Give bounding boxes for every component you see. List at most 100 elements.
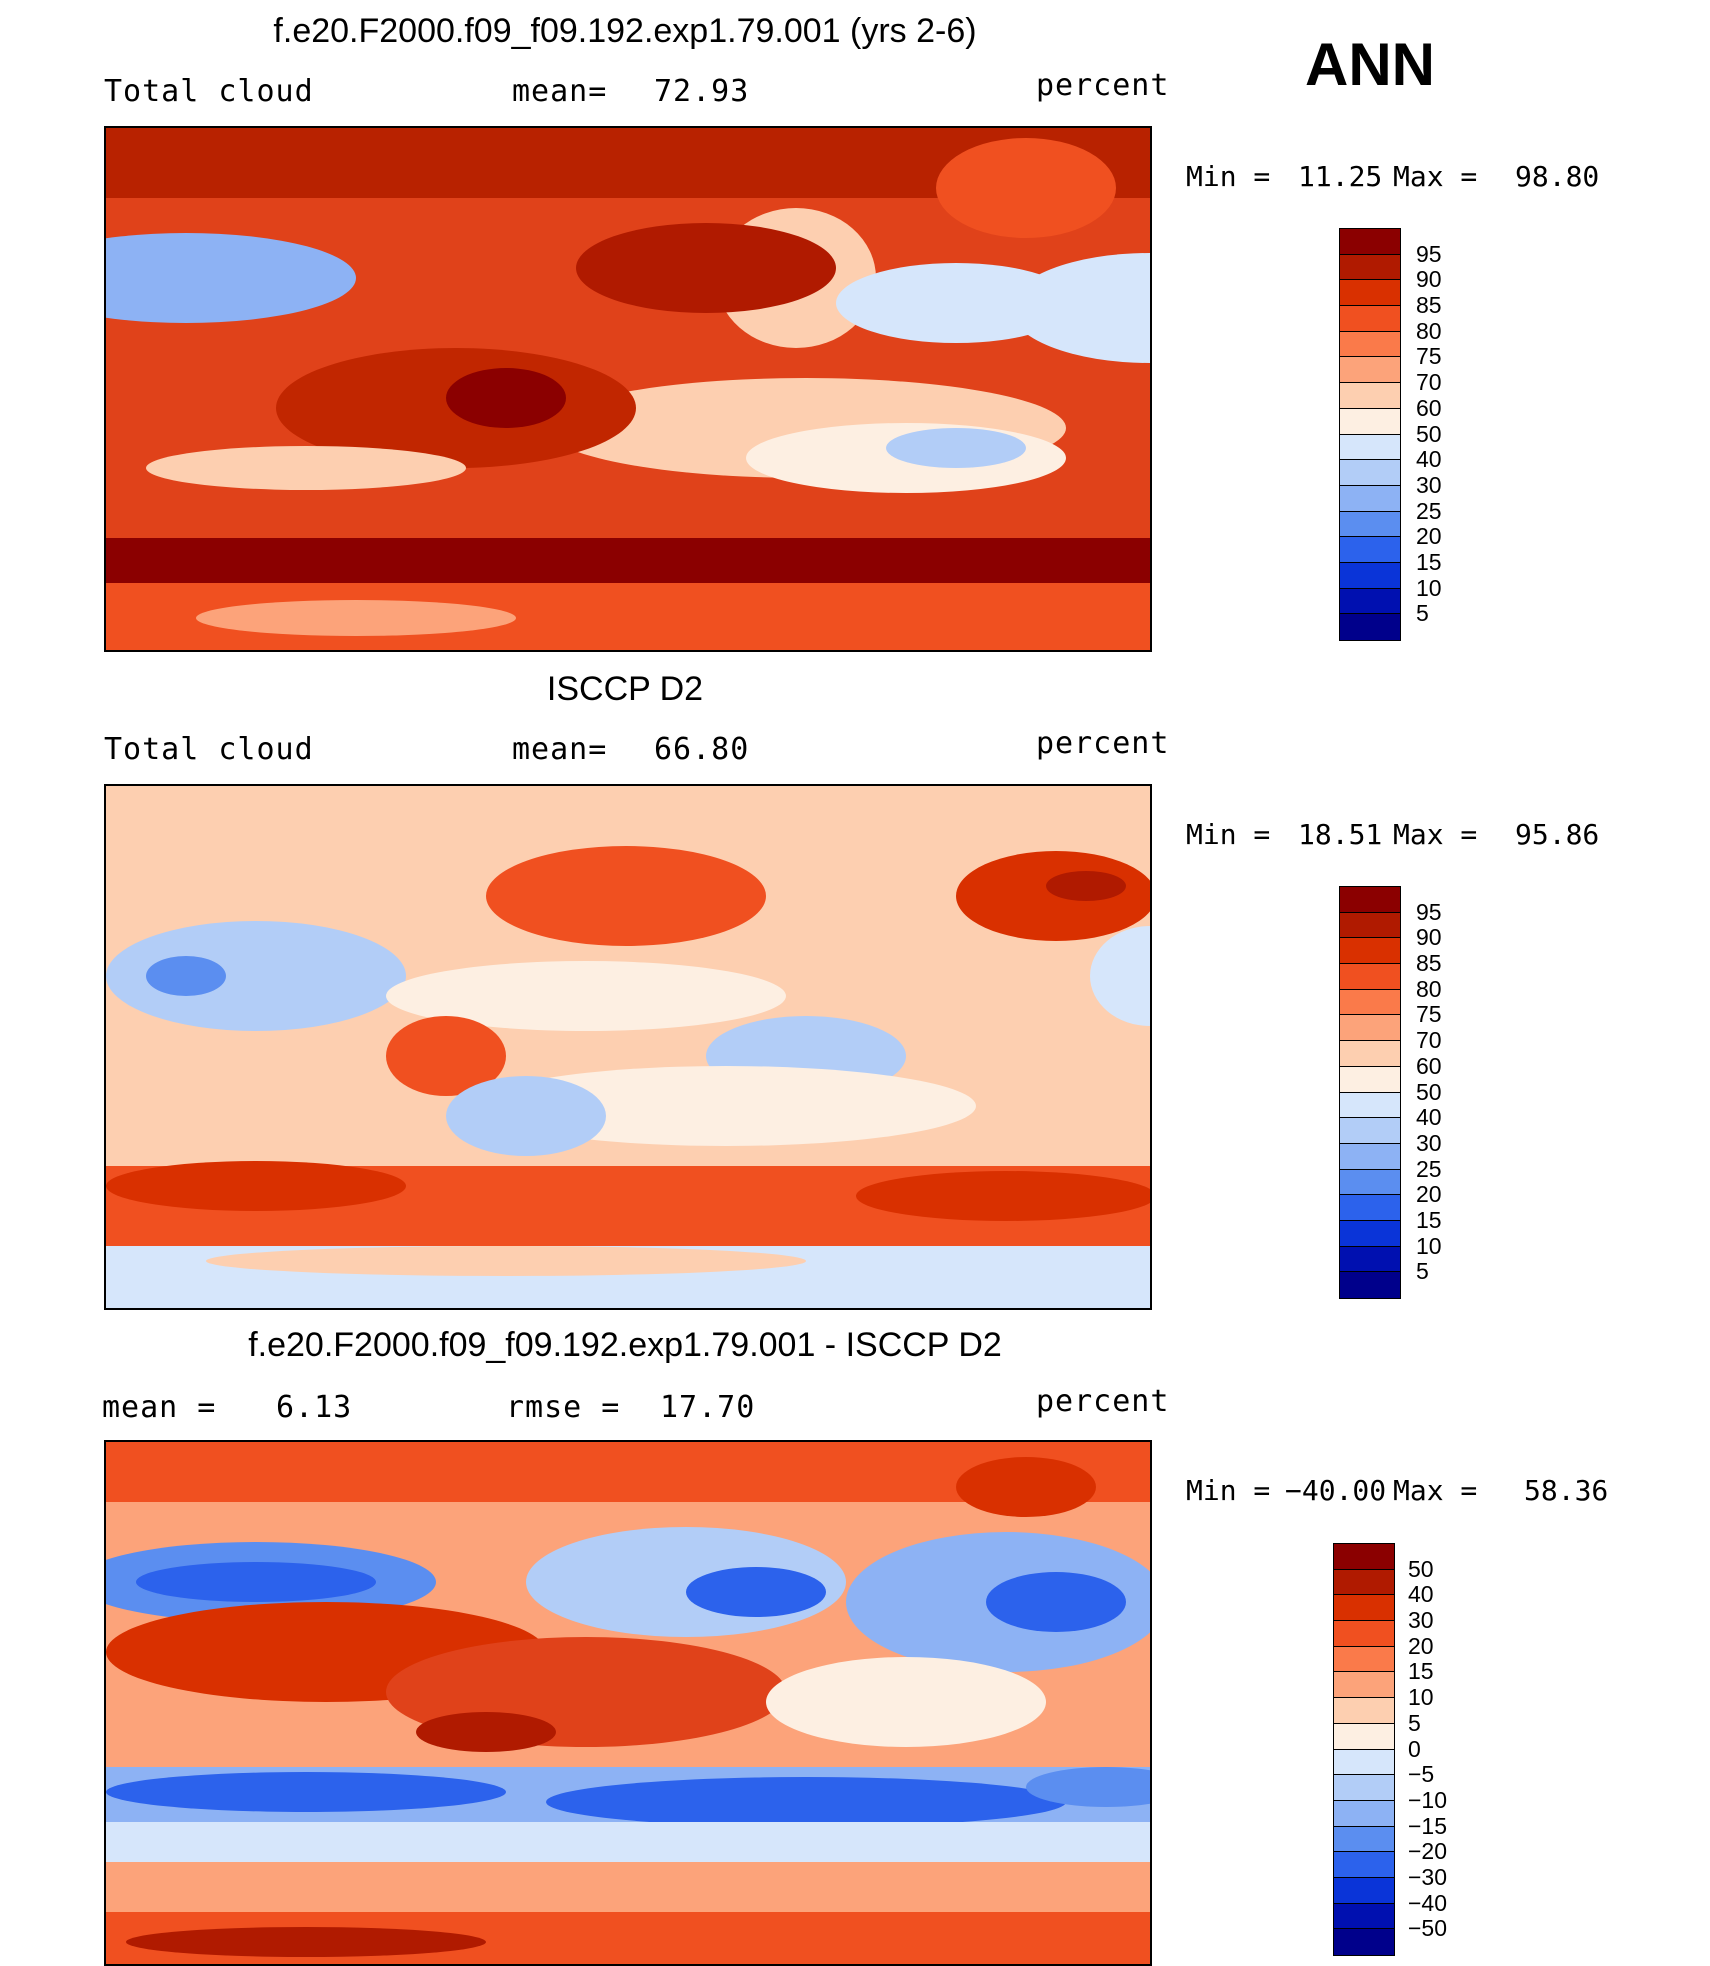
colorbar-segment <box>1340 614 1400 640</box>
colorbar-segment <box>1334 1646 1394 1673</box>
panel-1-max-value: 98.80 <box>1515 160 1600 193</box>
colorbar-tick-label: 20 <box>1408 1632 1434 1659</box>
season-label: ANN <box>1305 31 1435 98</box>
colorbar-segment <box>1340 229 1400 255</box>
colorbar-tick-label: 80 <box>1416 317 1442 344</box>
panel-2-colorbar <box>1339 886 1401 1299</box>
panel-2-title: ISCCP D2 <box>546 670 704 708</box>
colorbar-segment <box>1334 1749 1394 1776</box>
colorbar-tick-label: 10 <box>1416 1232 1442 1259</box>
panel-1-mean-label: mean= <box>512 74 608 109</box>
colorbar-tick-label: 80 <box>1416 975 1442 1002</box>
panel-3-map-field <box>106 1442 1150 1964</box>
panel-2-max-value: 95.86 <box>1515 818 1600 851</box>
colorbar-segment <box>1334 1852 1394 1878</box>
colorbar-segment <box>1334 1621 1394 1647</box>
panel-1-map-field <box>106 128 1150 650</box>
colorbar-tick-label: 40 <box>1408 1581 1434 1608</box>
panel-2-map-field <box>106 786 1150 1308</box>
colorbar-segment <box>1340 562 1400 589</box>
colorbar-segment <box>1340 912 1400 939</box>
colorbar-tick-label: 40 <box>1416 1104 1442 1131</box>
colorbar-tick-label: −15 <box>1408 1812 1448 1839</box>
colorbar-segment <box>1334 1903 1394 1930</box>
colorbar-segment <box>1340 1195 1400 1221</box>
colorbar-tick-label: 85 <box>1416 950 1442 977</box>
panel-2-left-label: Total cloud <box>104 732 314 767</box>
panel-3-rmse-value: 17.70 <box>660 1390 756 1425</box>
colorbar-tick-label: 0 <box>1408 1735 1421 1762</box>
colorbar-segment <box>1340 357 1400 384</box>
panel-3-title: f.e20.F2000.f09_f09.192.exp1.79.001 - IS… <box>248 1326 1002 1364</box>
colorbar-tick-label: 50 <box>1416 1078 1442 1105</box>
panel-2-mean-label: mean= <box>512 732 608 767</box>
colorbar-segment <box>1340 887 1400 913</box>
colorbar-tick-label: 30 <box>1416 1129 1442 1156</box>
colorbar-segment <box>1340 511 1400 538</box>
colorbar-tick-label: −20 <box>1408 1838 1448 1865</box>
colorbar-segment <box>1340 280 1400 307</box>
colorbar-segment <box>1334 1826 1394 1853</box>
panel-3-mean-label: mean = <box>102 1390 217 1425</box>
panel-1-left-label: Total cloud <box>104 74 314 109</box>
colorbar-tick-label: 90 <box>1416 266 1442 293</box>
colorbar-tick-label: 95 <box>1416 898 1442 925</box>
colorbar-tick-label: 75 <box>1416 343 1442 370</box>
colorbar-tick-label: 10 <box>1416 574 1442 601</box>
panel-1-min-label: Min = <box>1186 160 1271 193</box>
colorbar-segment <box>1334 1800 1394 1827</box>
colorbar-segment <box>1334 1877 1394 1904</box>
panel-1-units: percent <box>1036 68 1170 103</box>
colorbar-tick-label: 70 <box>1416 369 1442 396</box>
colorbar-segment <box>1334 1672 1394 1699</box>
panel-3-mean-value: 6.13 <box>276 1390 353 1425</box>
colorbar-tick-label: 95 <box>1416 240 1442 267</box>
colorbar-segment <box>1340 1041 1400 1067</box>
colorbar-segment <box>1334 1723 1394 1750</box>
colorbar-tick-label: 25 <box>1416 1155 1442 1182</box>
colorbar-segment <box>1334 1595 1394 1622</box>
colorbar-segment <box>1340 537 1400 563</box>
panel-2-min-value: 18.51 <box>1298 818 1383 851</box>
panel-3-rmse-label: rmse = <box>506 1390 621 1425</box>
colorbar-tick-label: −5 <box>1408 1761 1435 1788</box>
colorbar-segment <box>1340 306 1400 332</box>
panel-2-mean-value: 66.80 <box>654 732 750 767</box>
colorbar-tick-label: −30 <box>1408 1863 1448 1890</box>
colorbar-tick-label: 50 <box>1408 1555 1434 1582</box>
panel-1-title: f.e20.F2000.f09_f09.192.exp1.79.001 (yrs… <box>273 12 977 50</box>
panel-1-colorbar <box>1339 228 1401 641</box>
colorbar-tick-label: 70 <box>1416 1027 1442 1054</box>
colorbar-segment <box>1340 1272 1400 1298</box>
colorbar-tick-label: 15 <box>1416 1206 1442 1233</box>
colorbar-segment <box>1340 964 1400 990</box>
colorbar-tick-label: 40 <box>1416 446 1442 473</box>
colorbar-tick-label: −50 <box>1408 1915 1448 1942</box>
panel-3-max-label: Max = <box>1393 1474 1478 1507</box>
colorbar-tick-label: 60 <box>1416 1052 1442 1079</box>
colorbar-tick-label: 90 <box>1416 924 1442 951</box>
panel-3-max-value: 58.36 <box>1524 1474 1609 1507</box>
panel-1-mean-value: 72.93 <box>654 74 750 109</box>
colorbar-tick-label: 15 <box>1416 548 1442 575</box>
colorbar-segment <box>1340 989 1400 1016</box>
panel-2-map <box>104 784 1152 1310</box>
colorbar-tick-label: 75 <box>1416 1001 1442 1028</box>
colorbar-tick-label: −40 <box>1408 1889 1448 1916</box>
colorbar-segment <box>1340 434 1400 461</box>
panel-3-colorbar <box>1333 1543 1395 1956</box>
colorbar-segment <box>1340 588 1400 615</box>
colorbar-tick-label: 25 <box>1416 497 1442 524</box>
colorbar-segment <box>1340 1143 1400 1170</box>
panel-2-min-label: Min = <box>1186 818 1271 851</box>
colorbar-segment <box>1340 331 1400 358</box>
colorbar-segment <box>1334 1775 1394 1801</box>
panel-2-max-label: Max = <box>1393 818 1478 851</box>
colorbar-segment <box>1334 1544 1394 1570</box>
colorbar-segment <box>1334 1698 1394 1724</box>
panel-2-colorbar-labels: 95 90 85 80 75 70 60 50 40 30 25 20 15 10 5 <box>1416 886 1496 1297</box>
panel-1-colorbar-labels: 95 90 85 80 75 70 60 50 40 30 25 20 15 10 5 <box>1416 228 1496 639</box>
colorbar-segment <box>1340 408 1400 435</box>
colorbar-tick-label: 20 <box>1416 523 1442 550</box>
colorbar-tick-label: −10 <box>1408 1786 1448 1813</box>
